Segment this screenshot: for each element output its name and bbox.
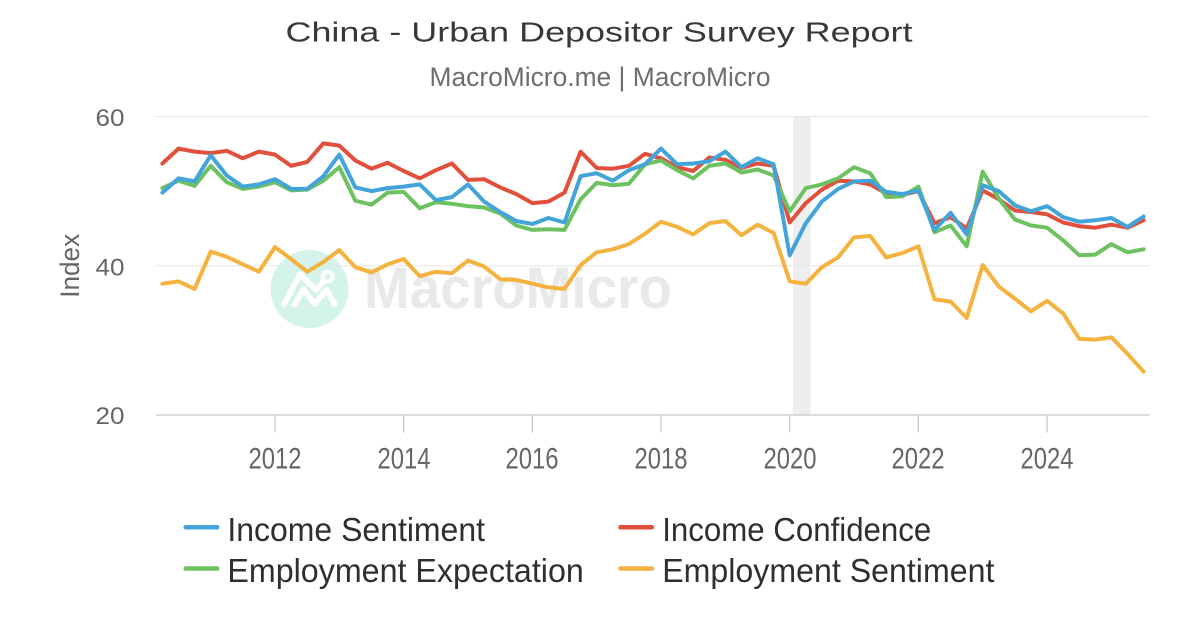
svg-text:Employment Sentiment: Employment Sentiment [662, 552, 994, 589]
svg-text:2020: 2020 [764, 443, 817, 476]
svg-text:60: 60 [96, 105, 125, 132]
svg-text:2012: 2012 [249, 443, 302, 476]
svg-text:2024: 2024 [1021, 443, 1074, 476]
svg-text:Income Confidence: Income Confidence [662, 511, 931, 548]
svg-text:2014: 2014 [378, 443, 431, 476]
svg-text:40: 40 [96, 254, 125, 281]
svg-text:Employment Expectation: Employment Expectation [227, 552, 583, 589]
svg-text:2016: 2016 [506, 443, 559, 476]
svg-text:MacroMicro: MacroMicro [364, 256, 672, 321]
svg-text:MacroMicro.me | MacroMicro: MacroMicro.me | MacroMicro [430, 62, 771, 92]
svg-text:2018: 2018 [635, 443, 688, 476]
svg-text:20: 20 [96, 403, 125, 430]
svg-text:Income Sentiment: Income Sentiment [227, 511, 485, 548]
svg-text:Index: Index [55, 233, 85, 297]
svg-text:China - Urban Depositor Survey: China - Urban Depositor Survey Report [286, 17, 913, 48]
svg-text:2022: 2022 [892, 443, 945, 476]
